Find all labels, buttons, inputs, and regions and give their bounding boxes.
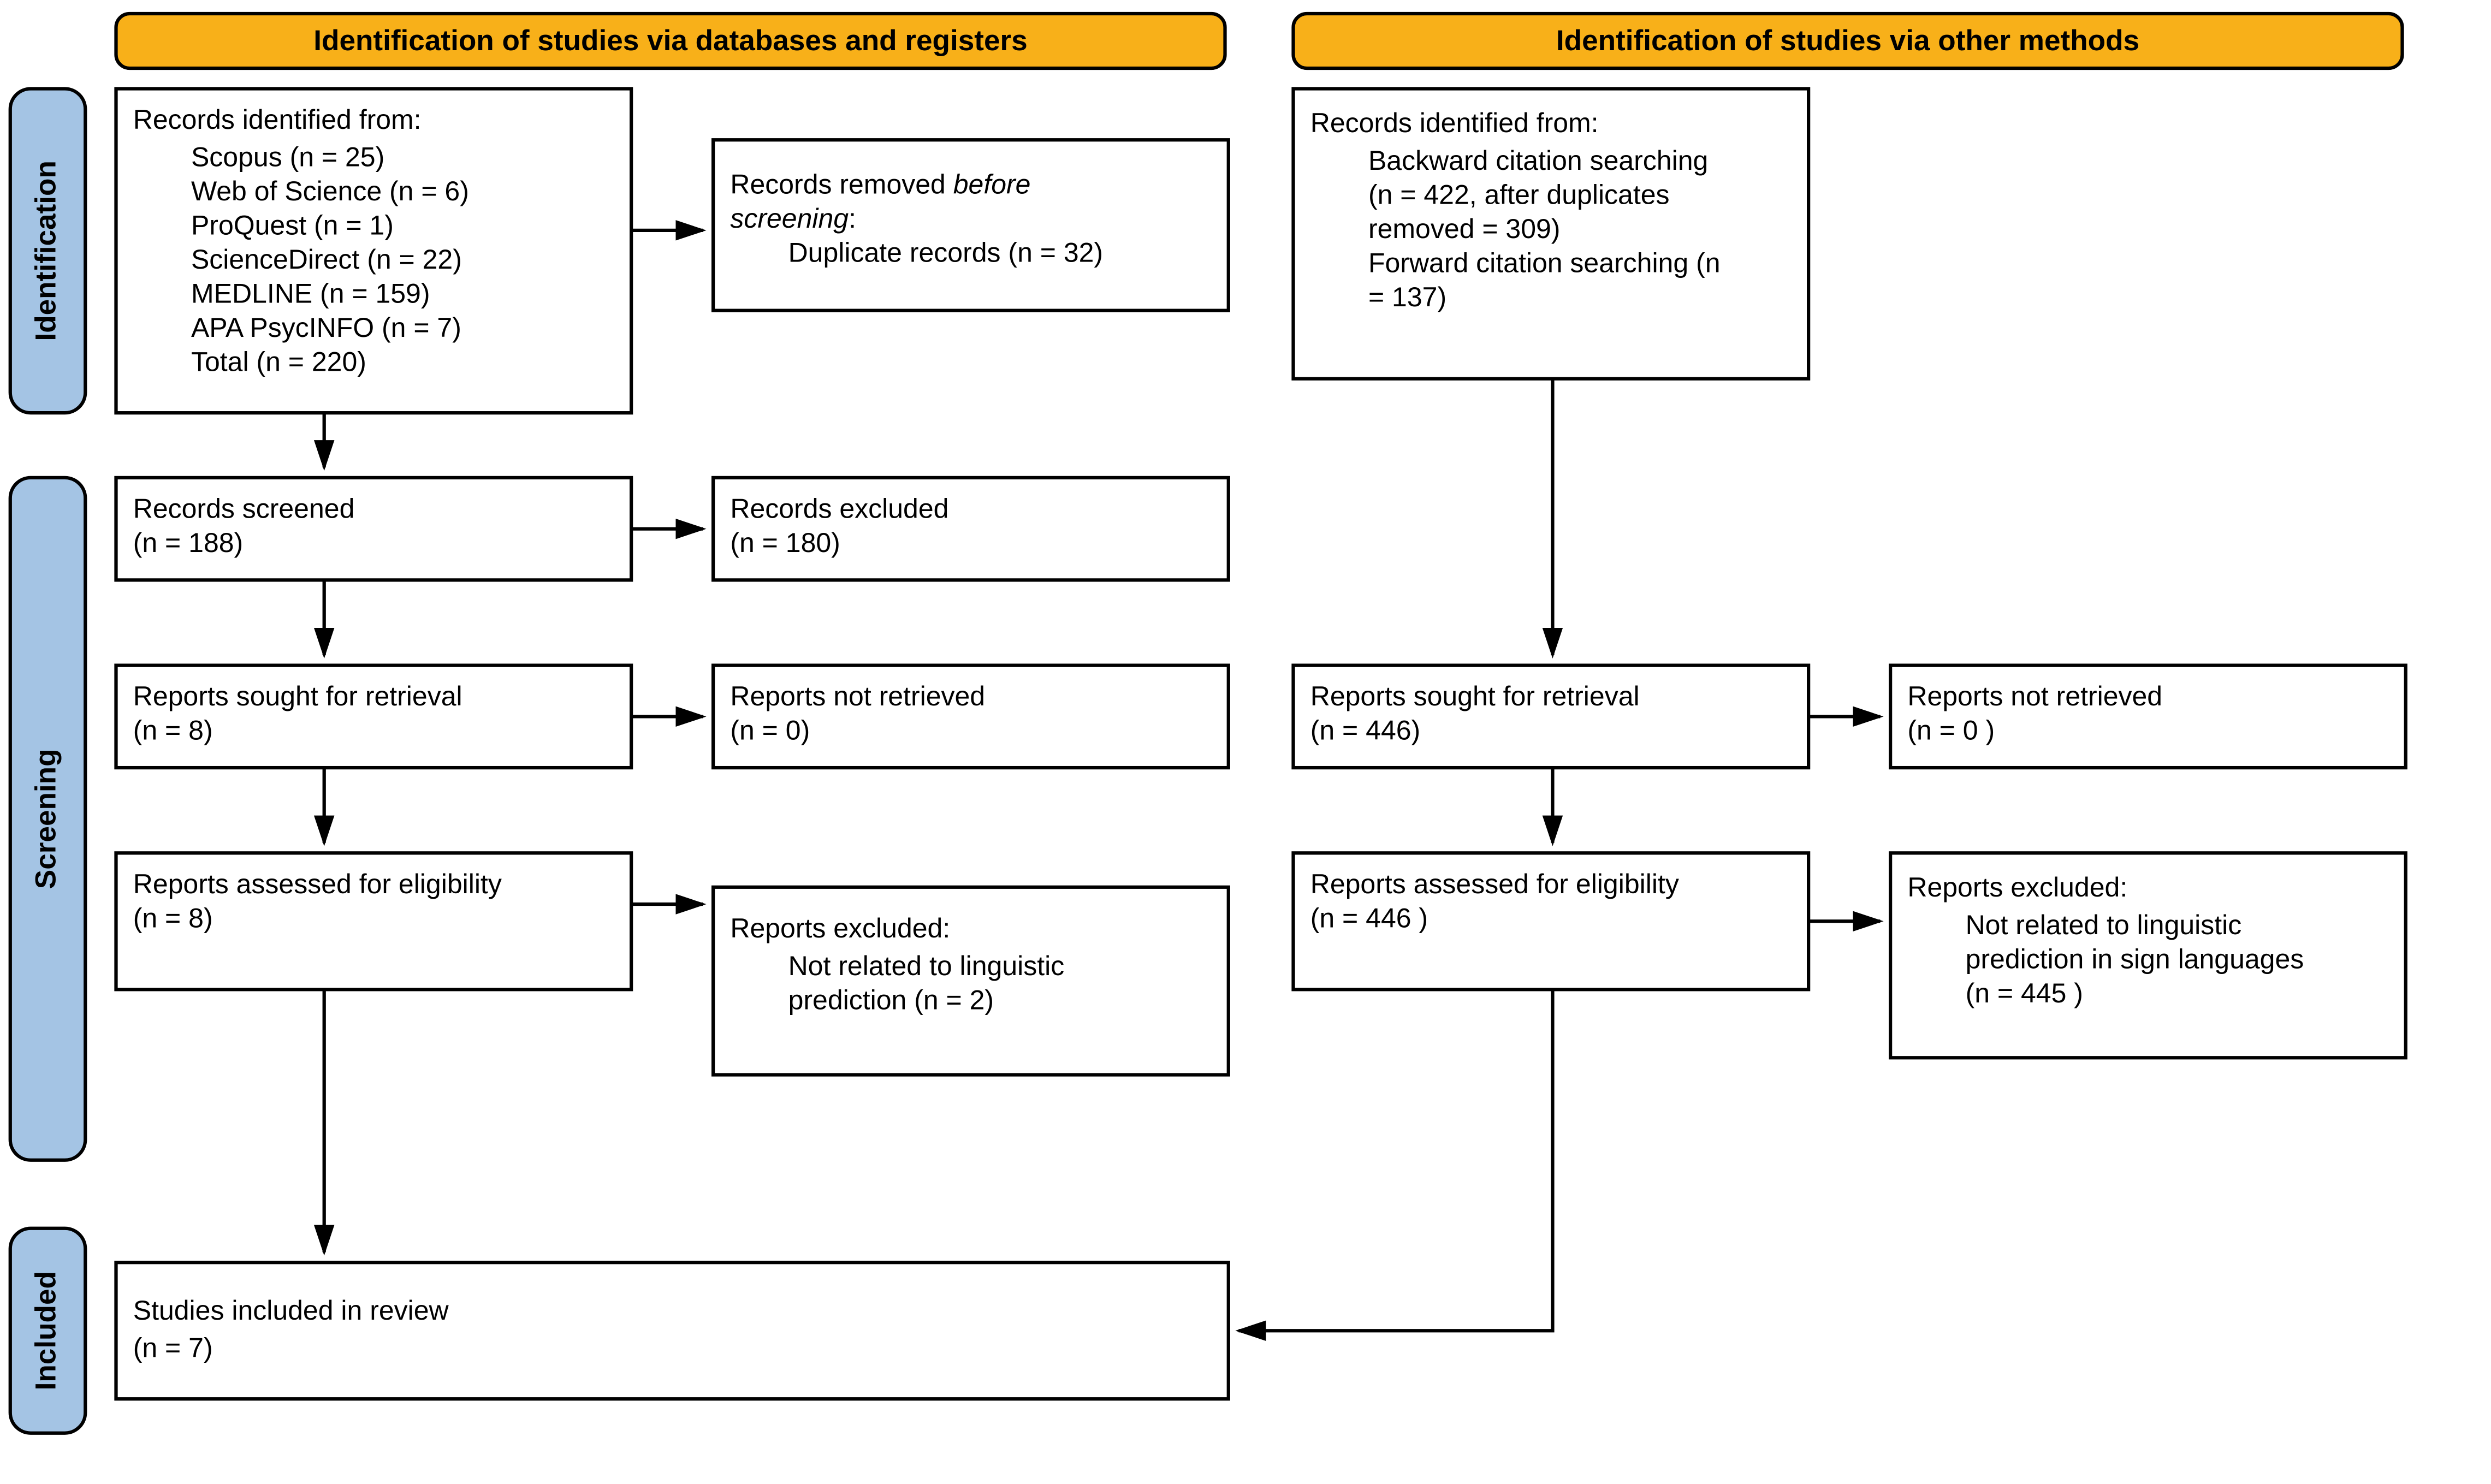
box-text: Reports not retrieved [1907, 681, 2162, 711]
box-text: Reports assessed for eligibility [1310, 869, 1679, 899]
box-text: Records screened [133, 493, 355, 524]
box-text: screening: [730, 203, 856, 234]
box-text: APA PsycINFO (n = 7) [191, 312, 461, 343]
box-text: Studies included in review [133, 1295, 449, 1326]
box-text: (n = 0) [730, 715, 810, 746]
box-text: Records identified from: [133, 104, 422, 135]
box-b9 [116, 1262, 1228, 1399]
box-text: (n = 0 ) [1907, 715, 1995, 746]
headers: Identification of studies via databases … [116, 14, 2402, 68]
box-text: Reports excluded: [730, 913, 950, 943]
box-text: Not related to linguistic [1966, 910, 2242, 940]
box-text: (n = 188) [133, 527, 243, 558]
sidebar-label: Identification [30, 161, 62, 341]
header-label: Identification of studies via other meth… [1556, 25, 2139, 57]
box-text: MEDLINE (n = 159) [191, 278, 430, 309]
header-label: Identification of studies via databases … [313, 25, 1027, 57]
box-text: Reports assessed for eligibility [133, 869, 502, 899]
box-text: (n = 445 ) [1966, 978, 2083, 1008]
box-text: Duplicate records (n = 32) [788, 238, 1103, 268]
box-text: prediction in sign languages [1966, 943, 2304, 974]
box-text: Reports excluded: [1907, 872, 2127, 903]
box-text: Forward citation searching (n [1368, 247, 1721, 278]
box-text: (n = 422, after duplicates [1368, 179, 1670, 210]
box-text: ScienceDirect (n = 22) [191, 244, 462, 275]
box-text: Scopus (n = 25) [191, 142, 384, 173]
box-text: Records excluded [730, 493, 948, 524]
box-text: (n = 8) [133, 715, 213, 746]
box-text: (n = 8) [133, 903, 213, 933]
arrow-12 [1239, 989, 1553, 1331]
boxes: Records identified from: Scopus (n = 25)W… [116, 88, 2405, 1399]
box-text: Reports sought for retrieval [1310, 681, 1640, 711]
box-text: Records identified from: [1310, 108, 1599, 138]
box-text: prediction (n = 2) [788, 984, 994, 1015]
sidebar-label: Screening [30, 749, 62, 889]
box-text: (n = 446 ) [1310, 903, 1428, 933]
prisma-flowchart: Identification of studies via databases … [0, 0, 2491, 1484]
box-text: Total (n = 220) [191, 347, 366, 377]
box-text: removed = 309) [1368, 213, 1560, 244]
box-text: (n = 7) [133, 1333, 213, 1363]
box-text: (n = 180) [730, 527, 840, 558]
box-text: = 137) [1368, 282, 1446, 312]
box-text: (n = 446) [1310, 715, 1420, 746]
box-text: Reports sought for retrieval [133, 681, 462, 711]
box-text: Web of Science (n = 6) [191, 176, 469, 206]
sidebars: Identification Screening Included [10, 88, 85, 1433]
box-text: Backward citation searching [1368, 145, 1708, 176]
box-text: Records removed before [730, 169, 1030, 200]
sidebar-label: Included [30, 1271, 62, 1390]
box-text: ProQuest (n = 1) [191, 210, 394, 241]
box-text: Not related to linguistic [788, 951, 1065, 981]
box-text: Reports not retrieved [730, 681, 985, 711]
